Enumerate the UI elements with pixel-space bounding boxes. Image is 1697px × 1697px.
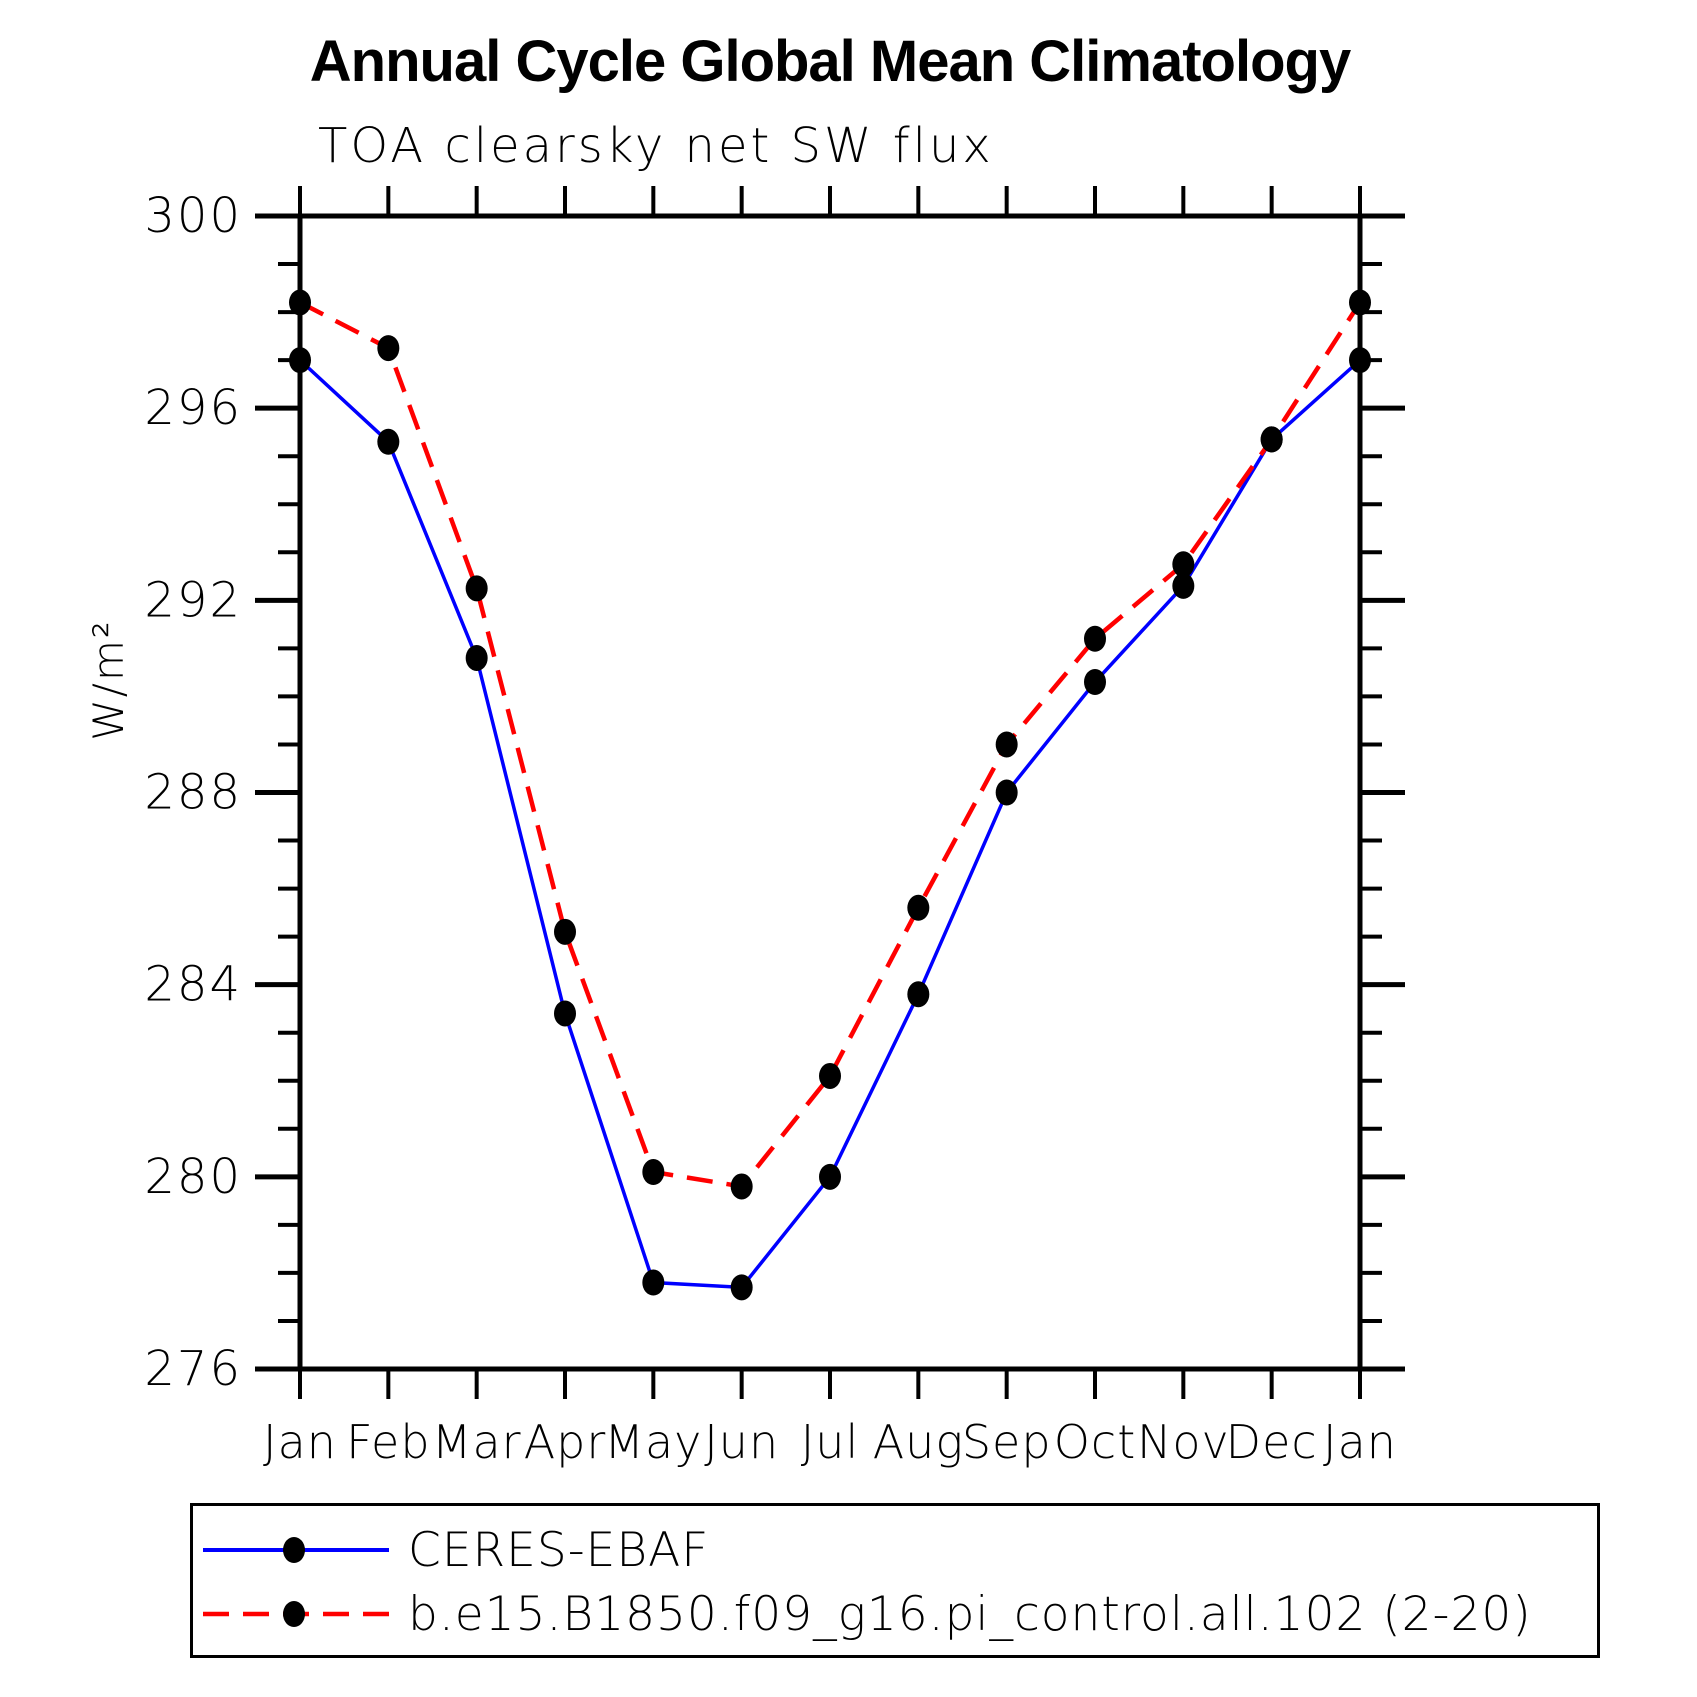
data-point-marker [642, 1159, 665, 1186]
x-tick-label: Jan [263, 1415, 337, 1469]
legend-sample-marker-1 [283, 1601, 305, 1627]
legend-sample-marker-0 [283, 1537, 305, 1563]
data-point-marker [289, 347, 311, 374]
legend-label-ceres-ebaf: CERES-EBAF [408, 1522, 710, 1578]
y-tick-label: 288 [144, 765, 242, 821]
chart-title: Annual Cycle Global Mean Climatology [309, 29, 1351, 94]
data-point-marker [1349, 347, 1371, 374]
x-tick-label: Feb [346, 1415, 430, 1469]
data-point-marker [1172, 572, 1195, 599]
data-point-marker [1084, 625, 1106, 652]
y-tick-label: 284 [144, 957, 242, 1013]
legend-sample-ceres-ebaf [203, 1537, 389, 1563]
y-tick-label: 280 [144, 1149, 242, 1205]
y-tick-label: 296 [144, 380, 242, 436]
data-point-marker [377, 428, 400, 455]
x-tick-label: Sep [962, 1415, 1052, 1469]
chart-subtitle: TOA clearsky net SW flux [318, 118, 994, 174]
data-point-marker [819, 1163, 841, 1190]
data-point-marker [907, 981, 930, 1008]
legend-entry-ceres-ebaf: CERES-EBAF [199, 1520, 709, 1580]
data-point-marker [465, 575, 488, 602]
x-tick-label: Jan [1323, 1415, 1397, 1469]
legend-sample-model [203, 1601, 389, 1627]
series-line-0 [298, 358, 1362, 1290]
data-point-marker [377, 335, 400, 362]
x-tick-label: Apr [524, 1415, 607, 1469]
x-tick-label: Jul [801, 1415, 860, 1469]
data-point-marker [1260, 426, 1283, 453]
x-tick-label: Aug [873, 1415, 964, 1469]
data-point-marker [819, 1062, 841, 1089]
data-point-marker [995, 779, 1018, 806]
data-point-marker [730, 1274, 753, 1301]
x-tick-label: Dec [1226, 1415, 1318, 1469]
series-line-1 [298, 300, 1362, 1189]
x-tick-label: Mar [432, 1415, 522, 1469]
data-point-marker [1084, 669, 1106, 696]
y-tick-label: 292 [144, 572, 242, 628]
x-tick-label: Nov [1137, 1415, 1230, 1469]
data-point-marker [730, 1173, 753, 1200]
data-point-marker [1349, 289, 1371, 316]
x-tick-label: Oct [1054, 1415, 1137, 1469]
y-tick-label: 276 [144, 1341, 242, 1397]
data-point-marker [554, 1000, 576, 1027]
legend-label-model: b.e15.B1850.f09_g16.pi_control.all.102 (… [408, 1586, 1532, 1642]
data-point-marker [465, 644, 488, 671]
data-point-marker [289, 289, 311, 316]
legend-entry-model: b.e15.B1850.f09_g16.pi_control.all.102 (… [199, 1584, 1532, 1644]
data-point-marker [907, 894, 930, 921]
x-tick-label: May [604, 1415, 702, 1469]
data-point-marker [995, 731, 1018, 758]
plot-frame [297, 213, 1363, 1372]
data-point-marker [554, 918, 576, 945]
y-tick-label: 300 [144, 188, 242, 244]
x-tick-label: Jun [704, 1415, 779, 1469]
data-point-marker [642, 1269, 665, 1296]
data-point-marker [1172, 551, 1195, 578]
legend-box: CERES-EBAF b.e15.B1850.f09_g16.pi_contro… [190, 1503, 1600, 1658]
